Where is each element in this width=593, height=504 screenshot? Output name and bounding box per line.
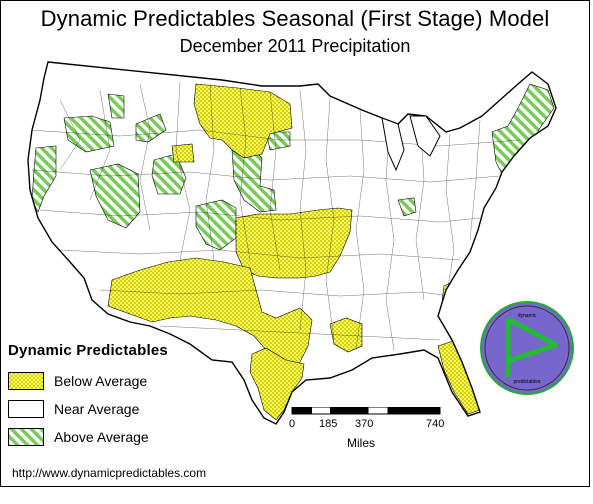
above-avg-nevada-idaho — [89, 163, 141, 229]
website-url[interactable]: http://www.dynamicpredictables.com — [12, 466, 207, 480]
legend-swatch-dots — [8, 372, 44, 390]
scale-tick-0: 0 — [289, 418, 296, 430]
legend-item-above: Above Average — [8, 423, 208, 451]
scale-bar — [291, 407, 441, 415]
above-avg-washington — [107, 93, 125, 119]
scale-tick-740: 740 — [426, 418, 445, 430]
great-lakes — [381, 115, 441, 172]
dynamic-predictables-logo-icon: dynamic predictables — [480, 301, 574, 395]
scale-tick-370: 370 — [355, 418, 374, 430]
above-avg-minnesota — [265, 131, 291, 151]
below-avg-southwest — [107, 257, 313, 375]
division-lines — [29, 81, 521, 351]
above-avg-idaho — [135, 113, 167, 143]
legend-label-near: Near Average — [54, 401, 140, 417]
map-subtitle: December 2011 Precipitation — [179, 36, 411, 56]
logo-text-top: dynamic — [518, 313, 537, 319]
anomaly-regions — [31, 83, 555, 421]
legend-label-above: Above Average — [54, 429, 149, 445]
map-title: Dynamic Predictables Seasonal (First Sta… — [40, 6, 550, 31]
legend-label-below: Below Average — [54, 373, 148, 389]
above-avg-northwest-coast — [31, 145, 57, 213]
logo-text-bottom: predictables — [514, 379, 541, 385]
below-avg-montana-small — [171, 143, 195, 163]
legend-item-below: Below Average — [8, 367, 208, 395]
legend-swatch-hatch — [8, 428, 44, 446]
below-avg-louisiana — [329, 317, 363, 353]
legend-title: Dynamic Predictables — [8, 342, 168, 359]
legend-swatch-empty — [8, 400, 44, 418]
above-avg-ohio — [397, 197, 417, 217]
scale-tick-185: 185 — [319, 418, 338, 430]
scale-unit-label: Miles — [347, 436, 376, 450]
legend: Dynamic Predictables Below Average Near … — [8, 342, 208, 451]
legend-item-near: Near Average — [8, 395, 208, 423]
below-avg-montana-dakotas — [193, 83, 293, 159]
